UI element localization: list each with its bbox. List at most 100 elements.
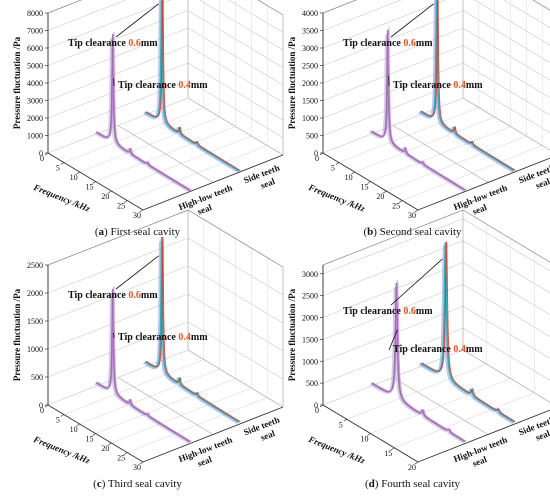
series-line <box>93 38 191 193</box>
chart-a-group: 0 1000 2000 3000 4000 5000 6000 7000 8000 0 5 10 15 2… <box>12 0 284 220</box>
annotation-06-prefix: Tip clearance <box>343 38 403 49</box>
x-tick-mark <box>76 423 80 427</box>
x-tick-label: 30 <box>408 211 416 220</box>
grid-side-h <box>47 321 189 378</box>
annotation-06-unit: mm <box>416 38 433 49</box>
caption-b-letter: b <box>367 226 374 238</box>
x-axis-title: Frequency /kHz <box>31 434 92 466</box>
y-tick-label: 6000 <box>27 44 43 53</box>
x-tick-label: 5 <box>56 164 60 173</box>
x-tick-mark <box>391 447 395 451</box>
series-line <box>95 288 191 443</box>
x-tick-label: 0 <box>40 406 44 415</box>
series-side-teeth <box>142 236 241 425</box>
y-tick-label: 1500 <box>302 335 318 344</box>
series-side-teeth <box>418 241 516 425</box>
series-line <box>144 0 240 172</box>
frame-top <box>322 209 550 266</box>
series-line <box>97 286 192 442</box>
annotation-06-prefix: Tip clearance <box>68 290 128 301</box>
grid-side-h <box>322 10 464 66</box>
x-tick-mark <box>351 171 355 175</box>
x-tick-mark <box>123 452 128 455</box>
chart-panel-c: 0 500 1000 1500 2000 2500 0 5 10 15 20 25 30 Pressure… <box>0 209 284 504</box>
grid-side-h <box>322 262 464 318</box>
series-line <box>419 0 515 172</box>
annotation-04-value: 0.4 <box>178 332 191 343</box>
series-line <box>95 33 191 192</box>
series-line <box>421 241 516 423</box>
series-line <box>97 31 192 191</box>
annotation-04-value: 0.4 <box>178 80 191 91</box>
x-tick-label: 15 <box>361 183 369 192</box>
series-line <box>142 240 240 425</box>
x-tick-mark <box>60 414 65 417</box>
x-tick-label: 30 <box>133 211 141 220</box>
annotation-04-unit: mm <box>466 80 483 91</box>
chart-panel-a: 0 1000 2000 3000 4000 5000 6000 7000 8000 0 5 10 15 2… <box>0 0 284 252</box>
grid-side-h <box>47 0 82 14</box>
annotation-arrow-06 <box>115 3 159 38</box>
chart-c-plot: 0 500 1000 1500 2000 2500 0 5 10 15 20 25 30 Pressure… <box>12 209 284 472</box>
annotation-clearance-06: Tip clearance 0.6mm <box>68 290 158 301</box>
annotation-06-unit: mm <box>141 38 158 49</box>
x-tick-mark <box>398 200 403 203</box>
grid-floor-z <box>392 377 489 435</box>
z-axis-line <box>417 157 550 211</box>
x-tick-label: 25 <box>117 454 125 463</box>
y-tick-label: 3000 <box>27 97 43 106</box>
series-line <box>420 242 515 423</box>
x-tick-mark <box>92 433 96 436</box>
caption-c-letter: c <box>96 478 102 490</box>
frame-top <box>47 209 284 268</box>
grid-back-h <box>474 0 550 46</box>
annotation-04-prefix: Tip clearance <box>393 80 453 91</box>
x-tick-label: 20 <box>101 192 109 201</box>
y-tick-label: 1000 <box>302 357 318 366</box>
y-tick-label: 2000 <box>27 114 43 123</box>
annotation-arrow-04 <box>388 329 398 351</box>
chart-c-group: 0 500 1000 1500 2000 2500 0 5 10 15 20 25 30 Pressure… <box>12 209 284 472</box>
y-tick-label: 2500 <box>302 62 318 71</box>
grid-floor-z <box>187 349 284 408</box>
grid-side-h <box>47 0 127 31</box>
x-axis-title: Frequency /kHz <box>306 182 367 214</box>
grid-back-h <box>462 327 550 381</box>
annotation-06-unit: mm <box>416 306 433 317</box>
y-tick-label: 2000 <box>302 79 318 88</box>
annotation-06-prefix: Tip clearance <box>343 306 403 317</box>
y-tick-label: 500 <box>306 379 318 388</box>
x-tick-label: 10 <box>70 425 78 434</box>
chart-d-plot: 0 500 1000 1500 2000 2500 3000 0 5 10 15 20 Pressure… <box>287 209 550 472</box>
x-tick-mark <box>335 162 340 165</box>
annotation-06-value: 0.6 <box>128 290 141 301</box>
grid-back-h <box>503 0 550 29</box>
z-axis-line <box>417 409 550 463</box>
grid-back-h <box>462 262 550 316</box>
series-high-low-teeth <box>93 286 192 444</box>
grid-side-h <box>322 0 357 14</box>
y-tick-label: 7000 <box>27 27 43 36</box>
grid-side-h <box>47 27 189 84</box>
y-tick-label: 3000 <box>302 270 318 279</box>
series-high-low-teeth <box>369 280 467 444</box>
z-axis-line <box>142 154 284 211</box>
x-tick-mark <box>414 209 419 213</box>
x-tick-label: 15 <box>86 183 94 192</box>
annotation-06-prefix: Tip clearance <box>68 38 128 49</box>
grid-floor-z <box>117 125 214 183</box>
annotation-clearance-06: Tip clearance 0.6mm <box>343 38 433 49</box>
grid-side-h <box>322 240 464 296</box>
grid-side-h <box>322 218 464 275</box>
annotation-clearance-04: Tip clearance 0.4mm <box>393 80 483 91</box>
grid-floor-z <box>392 125 489 183</box>
y-tick-label: 4000 <box>27 79 43 88</box>
y-tick-label: 3000 <box>302 44 318 53</box>
x-tick-mark <box>383 190 387 194</box>
y-tick-label: 1500 <box>27 317 43 326</box>
series-line <box>370 29 466 191</box>
annotation-04-prefix: Tip clearance <box>393 344 453 355</box>
grid-side-h <box>322 0 402 31</box>
y-tick-label: 8000 <box>27 9 43 18</box>
annotation-clearance-04: Tip clearance 0.4mm <box>118 332 208 343</box>
